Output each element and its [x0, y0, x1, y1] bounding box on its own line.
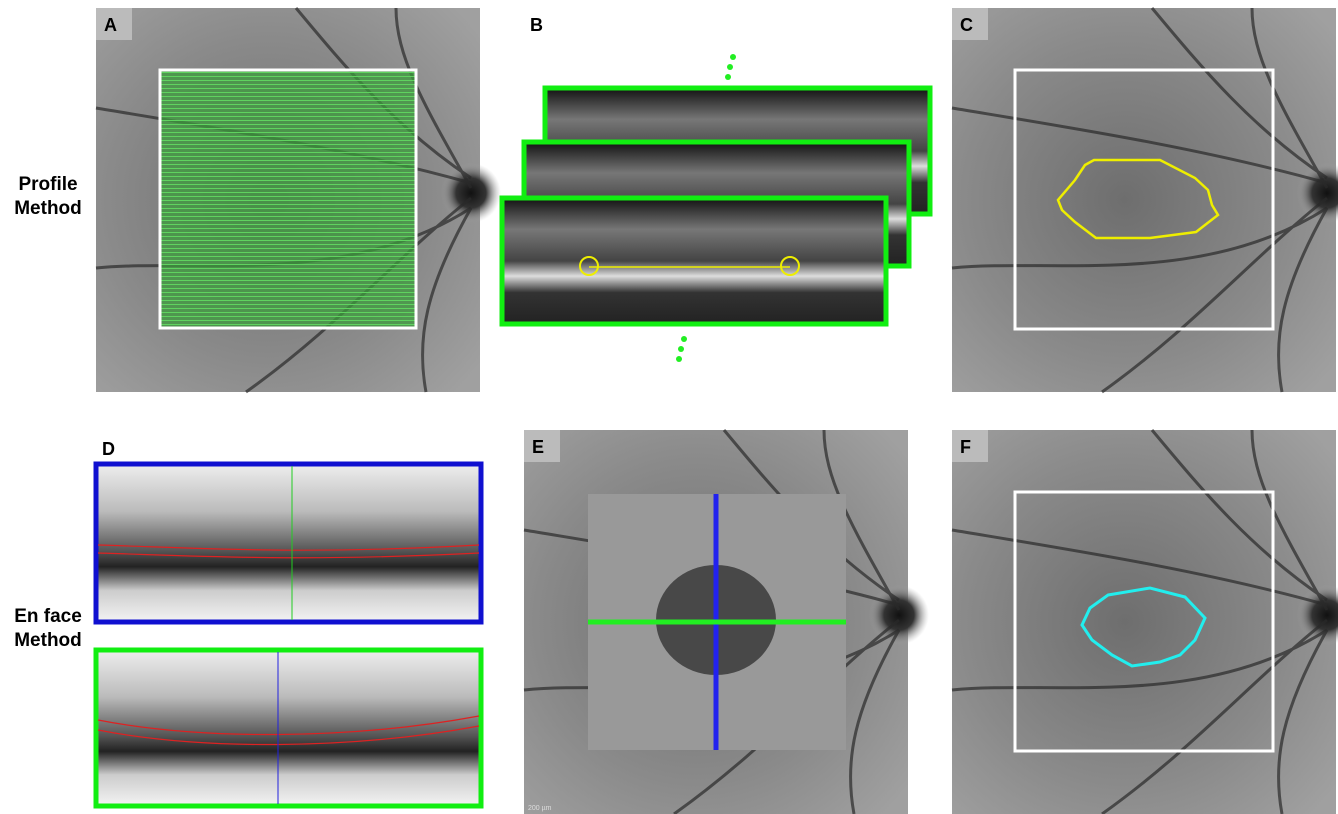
panel-label: A: [104, 15, 117, 35]
panel-label: F: [960, 437, 971, 457]
row-label: Profile: [18, 174, 77, 195]
panel-label: E: [532, 437, 544, 457]
scale-bar-label: 200 µm: [528, 805, 552, 812]
row-label: Method: [14, 630, 82, 651]
panel-a: A: [96, 8, 501, 392]
panel-label: C: [960, 15, 973, 35]
panel-label: B: [530, 15, 543, 35]
row-label: Method: [14, 198, 82, 219]
row-label: En face: [14, 606, 82, 627]
figure: Profile Method En face Method A B C D: [0, 0, 1338, 814]
panel-b: B: [502, 15, 930, 362]
panel-e: E 200 µm: [524, 430, 929, 814]
panel-d: D: [96, 439, 481, 806]
panel-label: D: [102, 439, 115, 459]
panel-c: C: [952, 8, 1338, 392]
panel-f: F: [952, 430, 1338, 814]
